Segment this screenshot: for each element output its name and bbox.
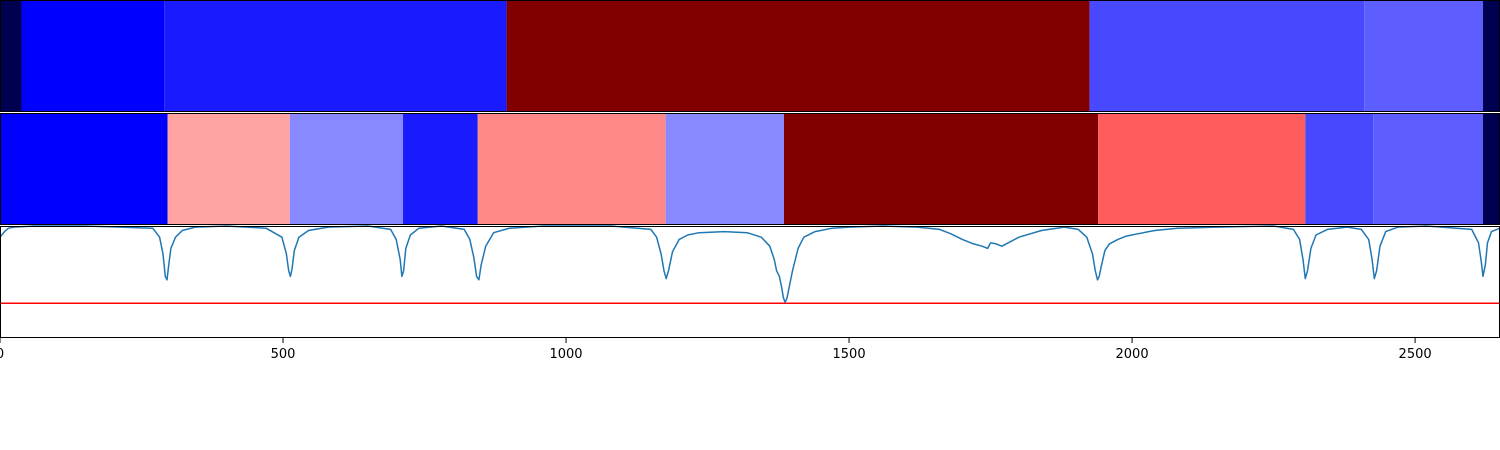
heatmap-segment	[1373, 113, 1484, 225]
heatmap-segment	[0, 113, 168, 225]
series-line	[0, 225, 1500, 303]
x-axis: 0 500 1000 1500 2000 2500	[0, 338, 1432, 362]
heatmap-segment	[0, 0, 22, 112]
heatmap-segment	[1089, 0, 1365, 112]
heatmap-segment	[403, 113, 478, 225]
x-tick-label: 1000	[549, 347, 582, 362]
heatmap-segment	[1483, 113, 1500, 225]
heatmap-middle	[0, 113, 1500, 225]
x-tick-label: 2000	[1116, 347, 1149, 362]
heatmap-segment	[665, 113, 784, 225]
x-tick-label: 1500	[833, 347, 866, 362]
heatmap-segment	[506, 0, 1090, 112]
heatmap-segment	[477, 113, 666, 225]
heatmap-segment	[1305, 113, 1374, 225]
x-tick-label: 0	[0, 347, 4, 362]
heatmap-segment	[783, 113, 1099, 225]
heatmap-top	[0, 0, 1500, 112]
heatmap-segment	[164, 0, 507, 112]
x-tick-label: 2500	[1399, 347, 1432, 362]
heatmap-segment	[1098, 113, 1306, 225]
heatmap-segment	[1364, 0, 1484, 112]
panel-frame	[0, 226, 1500, 338]
heatmap-segment	[289, 113, 404, 225]
heatmap-segment	[1483, 0, 1500, 112]
heatmap-segment	[167, 113, 290, 225]
x-tick-label: 500	[271, 347, 296, 362]
heatmap-segment	[21, 0, 165, 112]
line-plot-panel	[0, 225, 1500, 305]
